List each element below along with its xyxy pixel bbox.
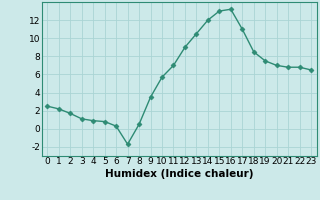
X-axis label: Humidex (Indice chaleur): Humidex (Indice chaleur)	[105, 169, 253, 179]
